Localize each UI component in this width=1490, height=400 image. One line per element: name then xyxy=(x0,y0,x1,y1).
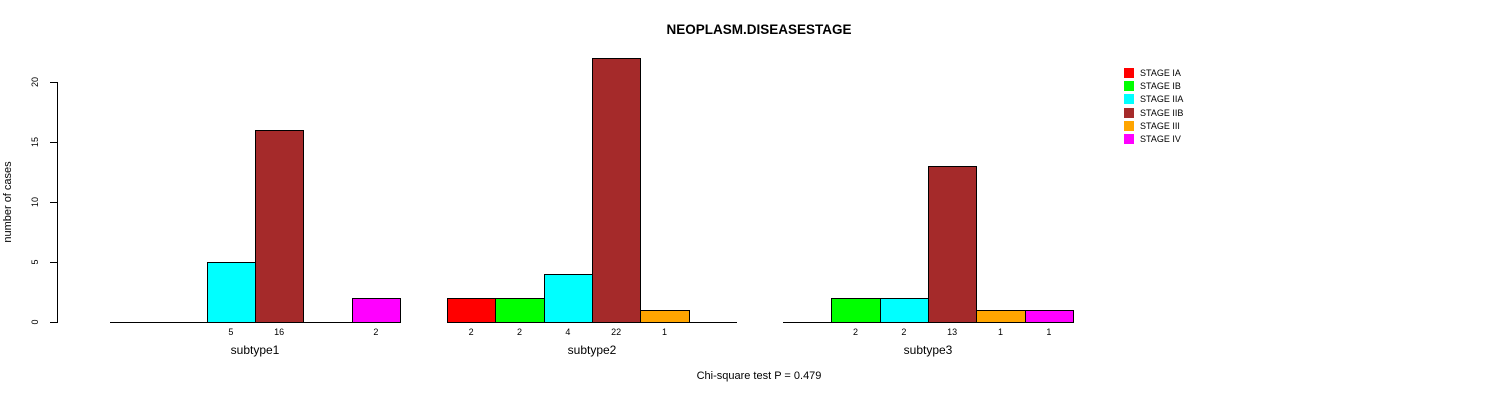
bar-value-label: 5 xyxy=(228,327,234,337)
bar-value-label: 13 xyxy=(947,327,958,337)
y-tick-label: 5 xyxy=(30,259,40,265)
legend-item: STAGE IIB xyxy=(1124,106,1183,119)
y-axis-tick xyxy=(50,202,57,203)
y-axis-tick xyxy=(50,142,57,143)
bar-value-label: 1 xyxy=(661,327,667,337)
legend-item: STAGE IB xyxy=(1124,79,1183,92)
bar-value-label: 2 xyxy=(516,327,522,337)
bar-value-label: 16 xyxy=(274,327,285,337)
legend-item: STAGE IV xyxy=(1124,132,1183,145)
bar-stage-iia-subtype3 xyxy=(879,298,929,323)
legend-swatch xyxy=(1124,134,1134,145)
bar-value-label: 22 xyxy=(611,327,622,337)
y-axis-line xyxy=(57,82,58,323)
bar-stage-ib-subtype2 xyxy=(495,298,545,323)
bar-stage-iv-subtype3 xyxy=(1024,310,1074,323)
bar-value-label: 1 xyxy=(1046,327,1052,337)
group-label-subtype1: subtype1 xyxy=(230,343,280,357)
y-axis-tick xyxy=(50,82,57,83)
y-tick-label: 20 xyxy=(30,76,40,88)
legend-swatch xyxy=(1124,80,1134,91)
bar-value-label: 2 xyxy=(373,327,379,337)
y-tick-label: 0 xyxy=(30,319,40,325)
y-tick-label: 10 xyxy=(30,196,40,208)
bar-stage-iib-subtype2 xyxy=(591,58,642,323)
y-axis-tick xyxy=(50,262,57,263)
group-label-subtype3: subtype3 xyxy=(903,343,953,357)
bar-stage-ib-subtype3 xyxy=(831,298,881,323)
legend-label: STAGE IA xyxy=(1140,67,1181,78)
y-axis-title: number of cases xyxy=(2,161,14,243)
legend-swatch xyxy=(1124,107,1134,118)
legend-item: STAGE IIA xyxy=(1124,93,1183,106)
bar-value-label: 2 xyxy=(852,327,858,337)
legend-label: STAGE IIB xyxy=(1140,107,1184,118)
legend-swatch xyxy=(1124,120,1134,131)
group-label-subtype2: subtype2 xyxy=(567,343,617,357)
bar-stage-iii-subtype2 xyxy=(640,310,690,323)
legend-item: STAGE III xyxy=(1124,119,1183,132)
bar-stage-ia-subtype2 xyxy=(447,298,497,323)
bar-value-label: 4 xyxy=(565,327,571,337)
bar-stage-iib-subtype1 xyxy=(254,130,305,323)
y-tick-label: 15 xyxy=(30,136,40,148)
legend-swatch xyxy=(1124,94,1134,105)
y-axis-tick xyxy=(50,322,57,323)
legend-swatch xyxy=(1124,67,1134,78)
bar-value-label: 2 xyxy=(901,327,907,337)
legend-item: STAGE IA xyxy=(1124,66,1183,79)
legend-label: STAGE IB xyxy=(1140,80,1181,91)
bar-value-label: 1 xyxy=(997,327,1003,337)
chi-square-caption: Chi-square test P = 0.479 xyxy=(696,370,822,382)
legend-label: STAGE IV xyxy=(1140,134,1181,145)
bar-stage-iii-subtype3 xyxy=(976,310,1026,323)
bar-value-label: 2 xyxy=(468,327,474,337)
legend-label: STAGE IIA xyxy=(1140,94,1184,105)
legend: STAGE IA STAGE IB STAGE IIA STAGE IIB STAGE … xyxy=(1124,66,1183,146)
chart-title: NEOPLASM.DISEASESTAGE xyxy=(666,22,852,37)
bar-stage-iv-subtype1 xyxy=(351,298,401,323)
bar-stage-iia-subtype1 xyxy=(206,262,256,323)
bar-stage-iib-subtype3 xyxy=(927,166,978,323)
legend-label: STAGE III xyxy=(1140,120,1180,131)
bar-stage-iia-subtype2 xyxy=(543,274,593,323)
